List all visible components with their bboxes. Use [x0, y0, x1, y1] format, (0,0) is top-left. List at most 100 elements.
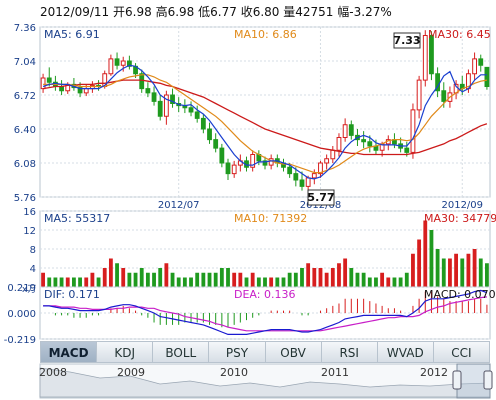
overview-left-handle[interactable]: [452, 370, 462, 390]
volume-bar: [460, 258, 465, 287]
tab-kdj[interactable]: KDJ: [97, 341, 154, 363]
candle-body: [139, 73, 145, 90]
volume-bar: [269, 277, 274, 287]
candle-body: [472, 58, 477, 75]
candle-body: [207, 128, 212, 141]
low-label: 低: [198, 5, 211, 19]
overview-navigator[interactable]: 2008 2009 2010 2011 2012: [39, 363, 493, 399]
tab-obv[interactable]: OBV: [265, 341, 322, 363]
volume-bar: [281, 277, 286, 287]
candle-body: [348, 124, 354, 136]
price-y-tick: 7.04: [14, 57, 36, 68]
macd-y-tick: 0.000: [7, 309, 36, 320]
candle-body: [170, 94, 175, 104]
candle-body: [225, 162, 231, 175]
macd-panel: 0.219 0.000 -0.219 DIF: 0.171 DEA: 0.136 M…: [4, 283, 496, 346]
volume-bar: [275, 277, 280, 287]
price-ma10-label: MA10: 6.86: [234, 28, 297, 41]
volume-grid: [40, 210, 490, 269]
volume-bar: [361, 272, 366, 287]
volume-bars: [41, 220, 489, 287]
volume-bar: [145, 272, 150, 287]
candle-body: [77, 87, 83, 94]
volume-y-ticks: 16 12 8 4: [23, 207, 36, 275]
volume-bar: [392, 277, 397, 287]
volume-bar: [232, 272, 237, 287]
volume-bar: [121, 268, 126, 287]
high-callout-value: 7.33: [393, 34, 420, 47]
volume-bar: [337, 263, 341, 287]
volume-bar: [41, 272, 45, 287]
open-value: 6.98: [125, 5, 152, 19]
candle-body: [299, 179, 305, 187]
tab-rsi[interactable]: RSI: [321, 341, 378, 363]
volume-bar: [300, 268, 304, 287]
volume-bar: [448, 258, 452, 287]
macd-dif-label: DIF: 0.171: [44, 288, 100, 301]
volume-bar: [306, 263, 311, 287]
tab-cci[interactable]: CCI: [433, 341, 490, 363]
dif-line: [43, 289, 488, 335]
candles: [40, 30, 490, 196]
macd-y-ticks: 0.219 0.000 -0.219: [4, 283, 490, 346]
quote-header: 2012/09/11 开6.98 高6.98 低6.77 收6.80 量4275…: [40, 3, 392, 20]
high-value: 6.98: [167, 5, 195, 19]
candle-body: [188, 107, 194, 113]
low-value: 6.77: [210, 5, 237, 19]
low-callout-box: [307, 189, 335, 206]
volume-bar: [158, 268, 163, 287]
candle-body: [219, 147, 225, 164]
volume-bar: [71, 277, 76, 287]
change-value: -3.27%: [349, 5, 392, 19]
tab-boll[interactable]: BOLL: [153, 341, 210, 363]
price-y-tick: 7.36: [14, 23, 36, 34]
volume-bar: [207, 272, 212, 287]
volume-bar: [287, 272, 292, 287]
volume-bar: [115, 263, 119, 287]
overview-years: 2008 2009 2010 2011 2012: [39, 366, 448, 379]
tab-wvad[interactable]: WVAD: [377, 341, 434, 363]
candle-body: [114, 58, 120, 66]
quote-date: 2012/09/11: [40, 5, 110, 19]
volume-bar: [65, 277, 70, 287]
high-label: 高: [155, 5, 168, 19]
macd-y-tick: 0.219: [7, 283, 36, 294]
volume-ma30-label: MA30: 34779: [424, 212, 496, 225]
volume-bar: [330, 268, 335, 287]
volume-bar: [133, 272, 138, 287]
volume-bar: [182, 277, 187, 287]
volume-bar: [244, 277, 249, 287]
volume-bar: [176, 277, 181, 287]
volume-bar: [374, 277, 378, 287]
price-x-tick: 2012/07: [158, 200, 200, 211]
volume-y-tick: 12: [23, 226, 36, 237]
volume-bar: [164, 263, 169, 287]
indicator-tabs: MACD KDJ BOLL PSY OBV RSI WVAD CCI: [40, 341, 490, 363]
volume-unit-label: x万: [22, 285, 36, 295]
volume-ma10-label: MA10: 71392: [234, 212, 307, 225]
high-callout-box: [393, 32, 421, 49]
tab-psy[interactable]: PSY: [209, 341, 266, 363]
overview-year-label: 2012: [420, 366, 448, 379]
candle-body: [311, 173, 317, 179]
volume-bar: [78, 277, 82, 287]
volume-bar: [250, 272, 255, 287]
candle-body: [83, 88, 89, 94]
candle-body: [330, 149, 336, 160]
volume-bar: [90, 272, 95, 287]
volume-bar: [127, 272, 132, 287]
candle-body: [361, 139, 367, 143]
candle-body: [287, 166, 293, 175]
volume-bar: [139, 268, 144, 287]
candle-body: [250, 154, 256, 168]
overview-right-handle[interactable]: [483, 370, 493, 390]
volume-bar: [429, 230, 434, 287]
open-label: 开: [113, 5, 126, 19]
price-y-ticks: 7.36 7.04 6.72 6.40 6.08 5.76: [14, 23, 36, 204]
volume-bar: [59, 277, 64, 287]
volume-bar: [423, 220, 428, 287]
ma10-line: [43, 74, 488, 174]
tab-macd[interactable]: MACD: [40, 341, 98, 363]
macd-value-label: MACD: 0.070: [424, 288, 496, 301]
high-callout: 7.33: [393, 32, 421, 49]
